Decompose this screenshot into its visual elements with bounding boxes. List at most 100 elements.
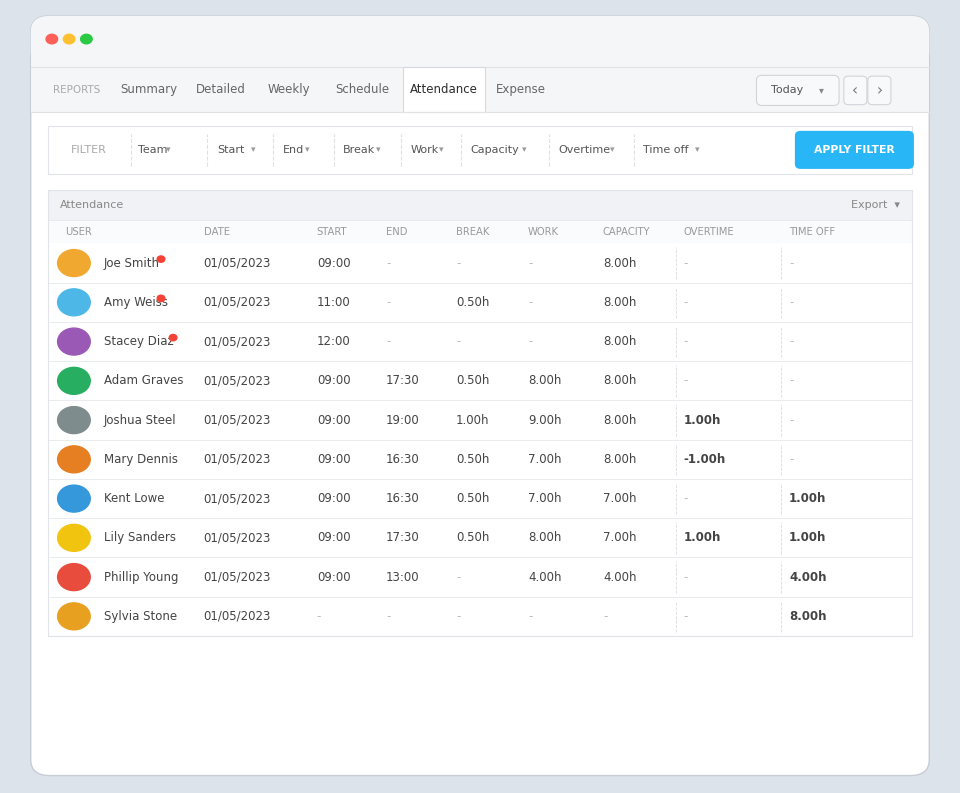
Text: -: -: [789, 414, 794, 427]
Circle shape: [58, 485, 90, 512]
Text: DATE: DATE: [204, 227, 229, 236]
Bar: [48, 519, 912, 557]
Text: ▾: ▾: [611, 145, 614, 155]
Text: 1.00h: 1.00h: [456, 414, 490, 427]
Text: 01/05/2023: 01/05/2023: [204, 453, 271, 465]
Text: 0.50h: 0.50h: [456, 374, 490, 387]
Text: 9.00h: 9.00h: [528, 414, 562, 427]
Text: -: -: [456, 571, 461, 584]
FancyBboxPatch shape: [756, 75, 839, 105]
Text: 13:00: 13:00: [386, 571, 420, 584]
Text: Lily Sanders: Lily Sanders: [104, 531, 176, 544]
Text: REPORTS: REPORTS: [53, 85, 100, 94]
Text: 8.00h: 8.00h: [789, 610, 827, 623]
Text: 7.00h: 7.00h: [603, 492, 636, 505]
Text: Joe Smith: Joe Smith: [104, 257, 159, 270]
Text: -: -: [386, 610, 391, 623]
Bar: [48, 440, 912, 479]
Text: OVERTIME: OVERTIME: [684, 227, 734, 236]
Text: 01/05/2023: 01/05/2023: [204, 374, 271, 387]
Text: 8.00h: 8.00h: [603, 296, 636, 308]
Text: -: -: [789, 335, 794, 348]
Bar: [48, 400, 912, 440]
Text: ▾: ▾: [305, 145, 309, 155]
Text: Detailed: Detailed: [196, 83, 245, 96]
Text: 0.50h: 0.50h: [456, 296, 490, 308]
Text: ▾: ▾: [376, 145, 381, 155]
Text: 01/05/2023: 01/05/2023: [204, 492, 271, 505]
FancyBboxPatch shape: [31, 16, 929, 67]
Text: 0.50h: 0.50h: [456, 492, 490, 505]
Circle shape: [169, 335, 177, 341]
Text: BREAK: BREAK: [456, 227, 490, 236]
Text: Overtime: Overtime: [559, 145, 611, 155]
Text: 8.00h: 8.00h: [603, 414, 636, 427]
Text: TIME OFF: TIME OFF: [789, 227, 835, 236]
Text: Start: Start: [217, 145, 245, 155]
Text: 8.00h: 8.00h: [603, 453, 636, 465]
Text: -: -: [684, 335, 688, 348]
Text: -: -: [684, 610, 688, 623]
Text: 7.00h: 7.00h: [603, 531, 636, 544]
Text: -: -: [528, 257, 533, 270]
Circle shape: [58, 407, 90, 434]
Circle shape: [58, 289, 90, 316]
Bar: [48, 479, 912, 519]
Circle shape: [58, 446, 90, 473]
Text: 19:00: 19:00: [386, 414, 420, 427]
Circle shape: [63, 34, 75, 44]
Bar: [48, 190, 912, 220]
Text: 01/05/2023: 01/05/2023: [204, 296, 271, 308]
FancyBboxPatch shape: [868, 76, 891, 105]
Text: 0.50h: 0.50h: [456, 531, 490, 544]
FancyBboxPatch shape: [31, 16, 929, 776]
Bar: [48, 362, 912, 400]
Text: 09:00: 09:00: [317, 257, 350, 270]
Bar: [48, 243, 912, 283]
Text: -: -: [386, 335, 391, 348]
Text: -: -: [456, 335, 461, 348]
FancyBboxPatch shape: [795, 131, 914, 169]
Text: -: -: [386, 296, 391, 308]
Text: -: -: [684, 492, 688, 505]
Circle shape: [58, 328, 90, 355]
Bar: [48, 190, 912, 636]
Text: -: -: [603, 610, 608, 623]
Circle shape: [58, 250, 90, 277]
Text: ▾: ▾: [819, 86, 825, 95]
Text: Summary: Summary: [120, 83, 177, 96]
Text: 8.00h: 8.00h: [603, 374, 636, 387]
Circle shape: [58, 524, 90, 551]
Text: 09:00: 09:00: [317, 414, 350, 427]
Bar: [48, 557, 912, 597]
Text: 1.00h: 1.00h: [789, 492, 827, 505]
Text: 17:30: 17:30: [386, 531, 420, 544]
Text: ▾: ▾: [251, 145, 255, 155]
Bar: [403, 67, 485, 112]
Text: -: -: [789, 257, 794, 270]
Text: Break: Break: [343, 145, 375, 155]
Text: 11:00: 11:00: [317, 296, 350, 308]
Text: -: -: [528, 335, 533, 348]
Text: -: -: [528, 610, 533, 623]
Text: 09:00: 09:00: [317, 374, 350, 387]
Text: 01/05/2023: 01/05/2023: [204, 335, 271, 348]
Text: 4.00h: 4.00h: [603, 571, 636, 584]
Text: 1.00h: 1.00h: [684, 414, 721, 427]
Text: 17:30: 17:30: [386, 374, 420, 387]
Text: WORK: WORK: [528, 227, 559, 236]
Text: Expense: Expense: [495, 83, 546, 96]
Text: CAPACITY: CAPACITY: [603, 227, 651, 236]
Text: -: -: [386, 257, 391, 270]
Circle shape: [157, 256, 165, 262]
Text: 01/05/2023: 01/05/2023: [204, 531, 271, 544]
Text: 7.00h: 7.00h: [528, 492, 562, 505]
Text: 01/05/2023: 01/05/2023: [204, 257, 271, 270]
Text: 0.50h: 0.50h: [456, 453, 490, 465]
Bar: [48, 597, 912, 636]
Circle shape: [46, 34, 58, 44]
Bar: [48, 220, 912, 243]
Text: -: -: [317, 610, 322, 623]
Text: -: -: [684, 571, 688, 584]
FancyBboxPatch shape: [844, 76, 867, 105]
